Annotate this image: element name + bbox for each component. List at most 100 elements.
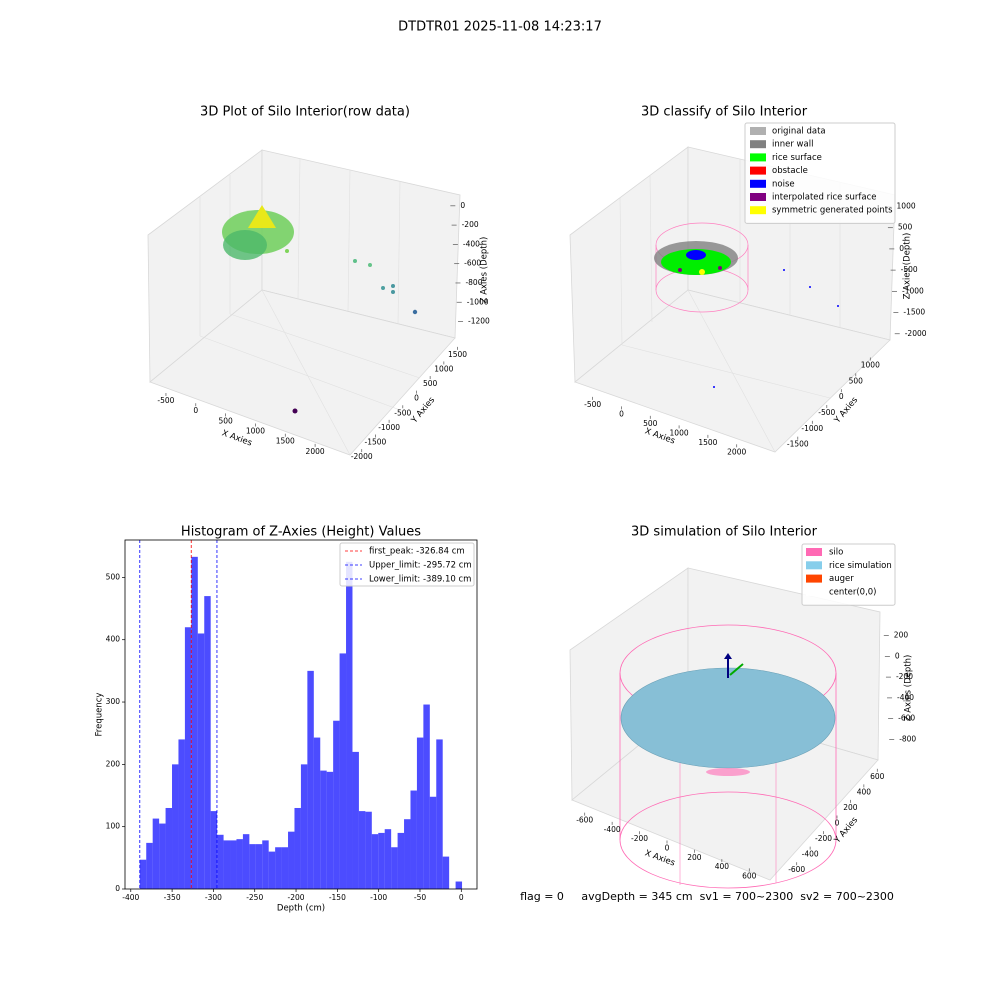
- legend-swatch: [750, 193, 766, 201]
- tick-label: 0: [619, 409, 624, 418]
- tick-label: -1000: [378, 423, 400, 432]
- legend-swatch: [806, 587, 822, 596]
- x-tick-label: 0: [459, 893, 464, 902]
- tick-label: 1000: [670, 428, 689, 437]
- bar: [371, 834, 379, 889]
- bar: [358, 811, 366, 889]
- tick-label: -1000: [467, 297, 489, 306]
- tick-label: 1000: [897, 201, 916, 210]
- y-axis-label: Frequency: [95, 693, 105, 737]
- panel-title: 3D classify of Silo Interior: [641, 105, 808, 120]
- bar: [442, 856, 450, 889]
- legend-label: first_peak: -326.84 cm: [369, 547, 465, 557]
- legend-label: silo: [829, 548, 843, 558]
- bar: [152, 818, 160, 889]
- bar: [223, 840, 231, 889]
- footer-text: flag = 0 avgDepth = 345 cm sv1 = 700~230…: [520, 890, 894, 903]
- tick-label: -400: [802, 850, 819, 859]
- bar: [230, 840, 237, 889]
- bar: [307, 670, 314, 889]
- x-tick-label: -350: [164, 893, 181, 902]
- bar: [455, 881, 463, 889]
- tick-label: -600: [898, 714, 915, 723]
- x-tick-label: -250: [246, 893, 263, 902]
- legend-label: inner wall: [772, 140, 813, 150]
- legend-label: obstacle: [772, 166, 808, 176]
- bar: [365, 811, 372, 889]
- tick-label: -500: [818, 408, 835, 417]
- bar: [249, 844, 256, 889]
- bar: [416, 737, 424, 889]
- bar: [410, 790, 417, 889]
- tick-label: -800: [465, 278, 482, 287]
- x-tick-label: -200: [288, 893, 305, 902]
- tick-label: -1000: [801, 424, 823, 433]
- bar: [139, 859, 147, 889]
- legend-swatch: [750, 153, 766, 162]
- tick-label: 600: [742, 871, 757, 880]
- bar: [275, 847, 282, 889]
- bar: [436, 739, 443, 889]
- tick-label: 600: [870, 772, 885, 781]
- bar: [268, 851, 276, 889]
- axis-label: Z Axies (Depth): [480, 237, 490, 304]
- silo-simulation: [619, 624, 837, 889]
- tick-label: -200: [815, 834, 832, 843]
- y-tick-label: 100: [106, 822, 121, 831]
- bar: [378, 832, 385, 889]
- tick-label: 1500: [276, 437, 295, 446]
- bar: [255, 844, 263, 889]
- tick-label: -800: [899, 734, 916, 743]
- legend-swatch: [750, 140, 766, 149]
- tick-label: 0: [414, 394, 419, 403]
- tick-label: -500: [394, 408, 411, 417]
- x-tick-label: -300: [205, 893, 222, 902]
- tick-label: -1200: [468, 317, 490, 326]
- tick-label: 0: [895, 651, 900, 660]
- y-tick-label: 200: [106, 759, 121, 768]
- axis-label: X Axies: [643, 848, 676, 868]
- tick-label: -500: [901, 265, 918, 274]
- y-tick-label: 300: [106, 697, 121, 706]
- tick-label: -1500: [903, 308, 925, 317]
- bar: [391, 847, 398, 889]
- tick-label: -500: [584, 400, 601, 409]
- tick-label: 0: [665, 844, 670, 853]
- y-tick-label: 0: [115, 884, 120, 893]
- tick-label: 500: [423, 379, 438, 388]
- panel-1-box: [147, 149, 461, 456]
- tick-label: 1500: [698, 438, 717, 447]
- tick-label: 0: [899, 244, 904, 253]
- legend-swatch: [806, 561, 822, 570]
- tick-label: 200: [894, 631, 909, 640]
- tick-label: -1500: [365, 437, 387, 446]
- bar: [242, 834, 250, 889]
- x-tick-label: -50: [414, 893, 426, 902]
- tick-label: -400: [897, 693, 914, 702]
- panel-title: 3D Plot of Silo Interior(row data): [200, 105, 410, 120]
- tick-label: -500: [157, 396, 174, 405]
- tick-label: -2000: [351, 452, 373, 461]
- bar: [423, 704, 430, 889]
- axis-label: Y Axies: [832, 395, 860, 426]
- tick-label: -1000: [902, 286, 924, 295]
- legend-label: symmetric generated points: [772, 206, 893, 216]
- legend-box: [339, 542, 475, 587]
- bar: [204, 596, 211, 889]
- tick-label: -1500: [787, 440, 809, 449]
- bar: [210, 811, 218, 889]
- bar: [352, 751, 359, 889]
- legend-swatch: [750, 206, 766, 215]
- bar: [339, 653, 347, 889]
- y-tick-label: 500: [106, 572, 121, 581]
- tick-label: 1500: [448, 350, 467, 359]
- bar: [146, 842, 153, 889]
- bar: [165, 807, 173, 889]
- bar: [236, 839, 243, 889]
- bar: [184, 627, 192, 889]
- tick-label: -200: [462, 220, 479, 229]
- tick-label: 400: [857, 787, 872, 796]
- axes-frame: [124, 539, 478, 890]
- legend-label: auger: [829, 574, 854, 584]
